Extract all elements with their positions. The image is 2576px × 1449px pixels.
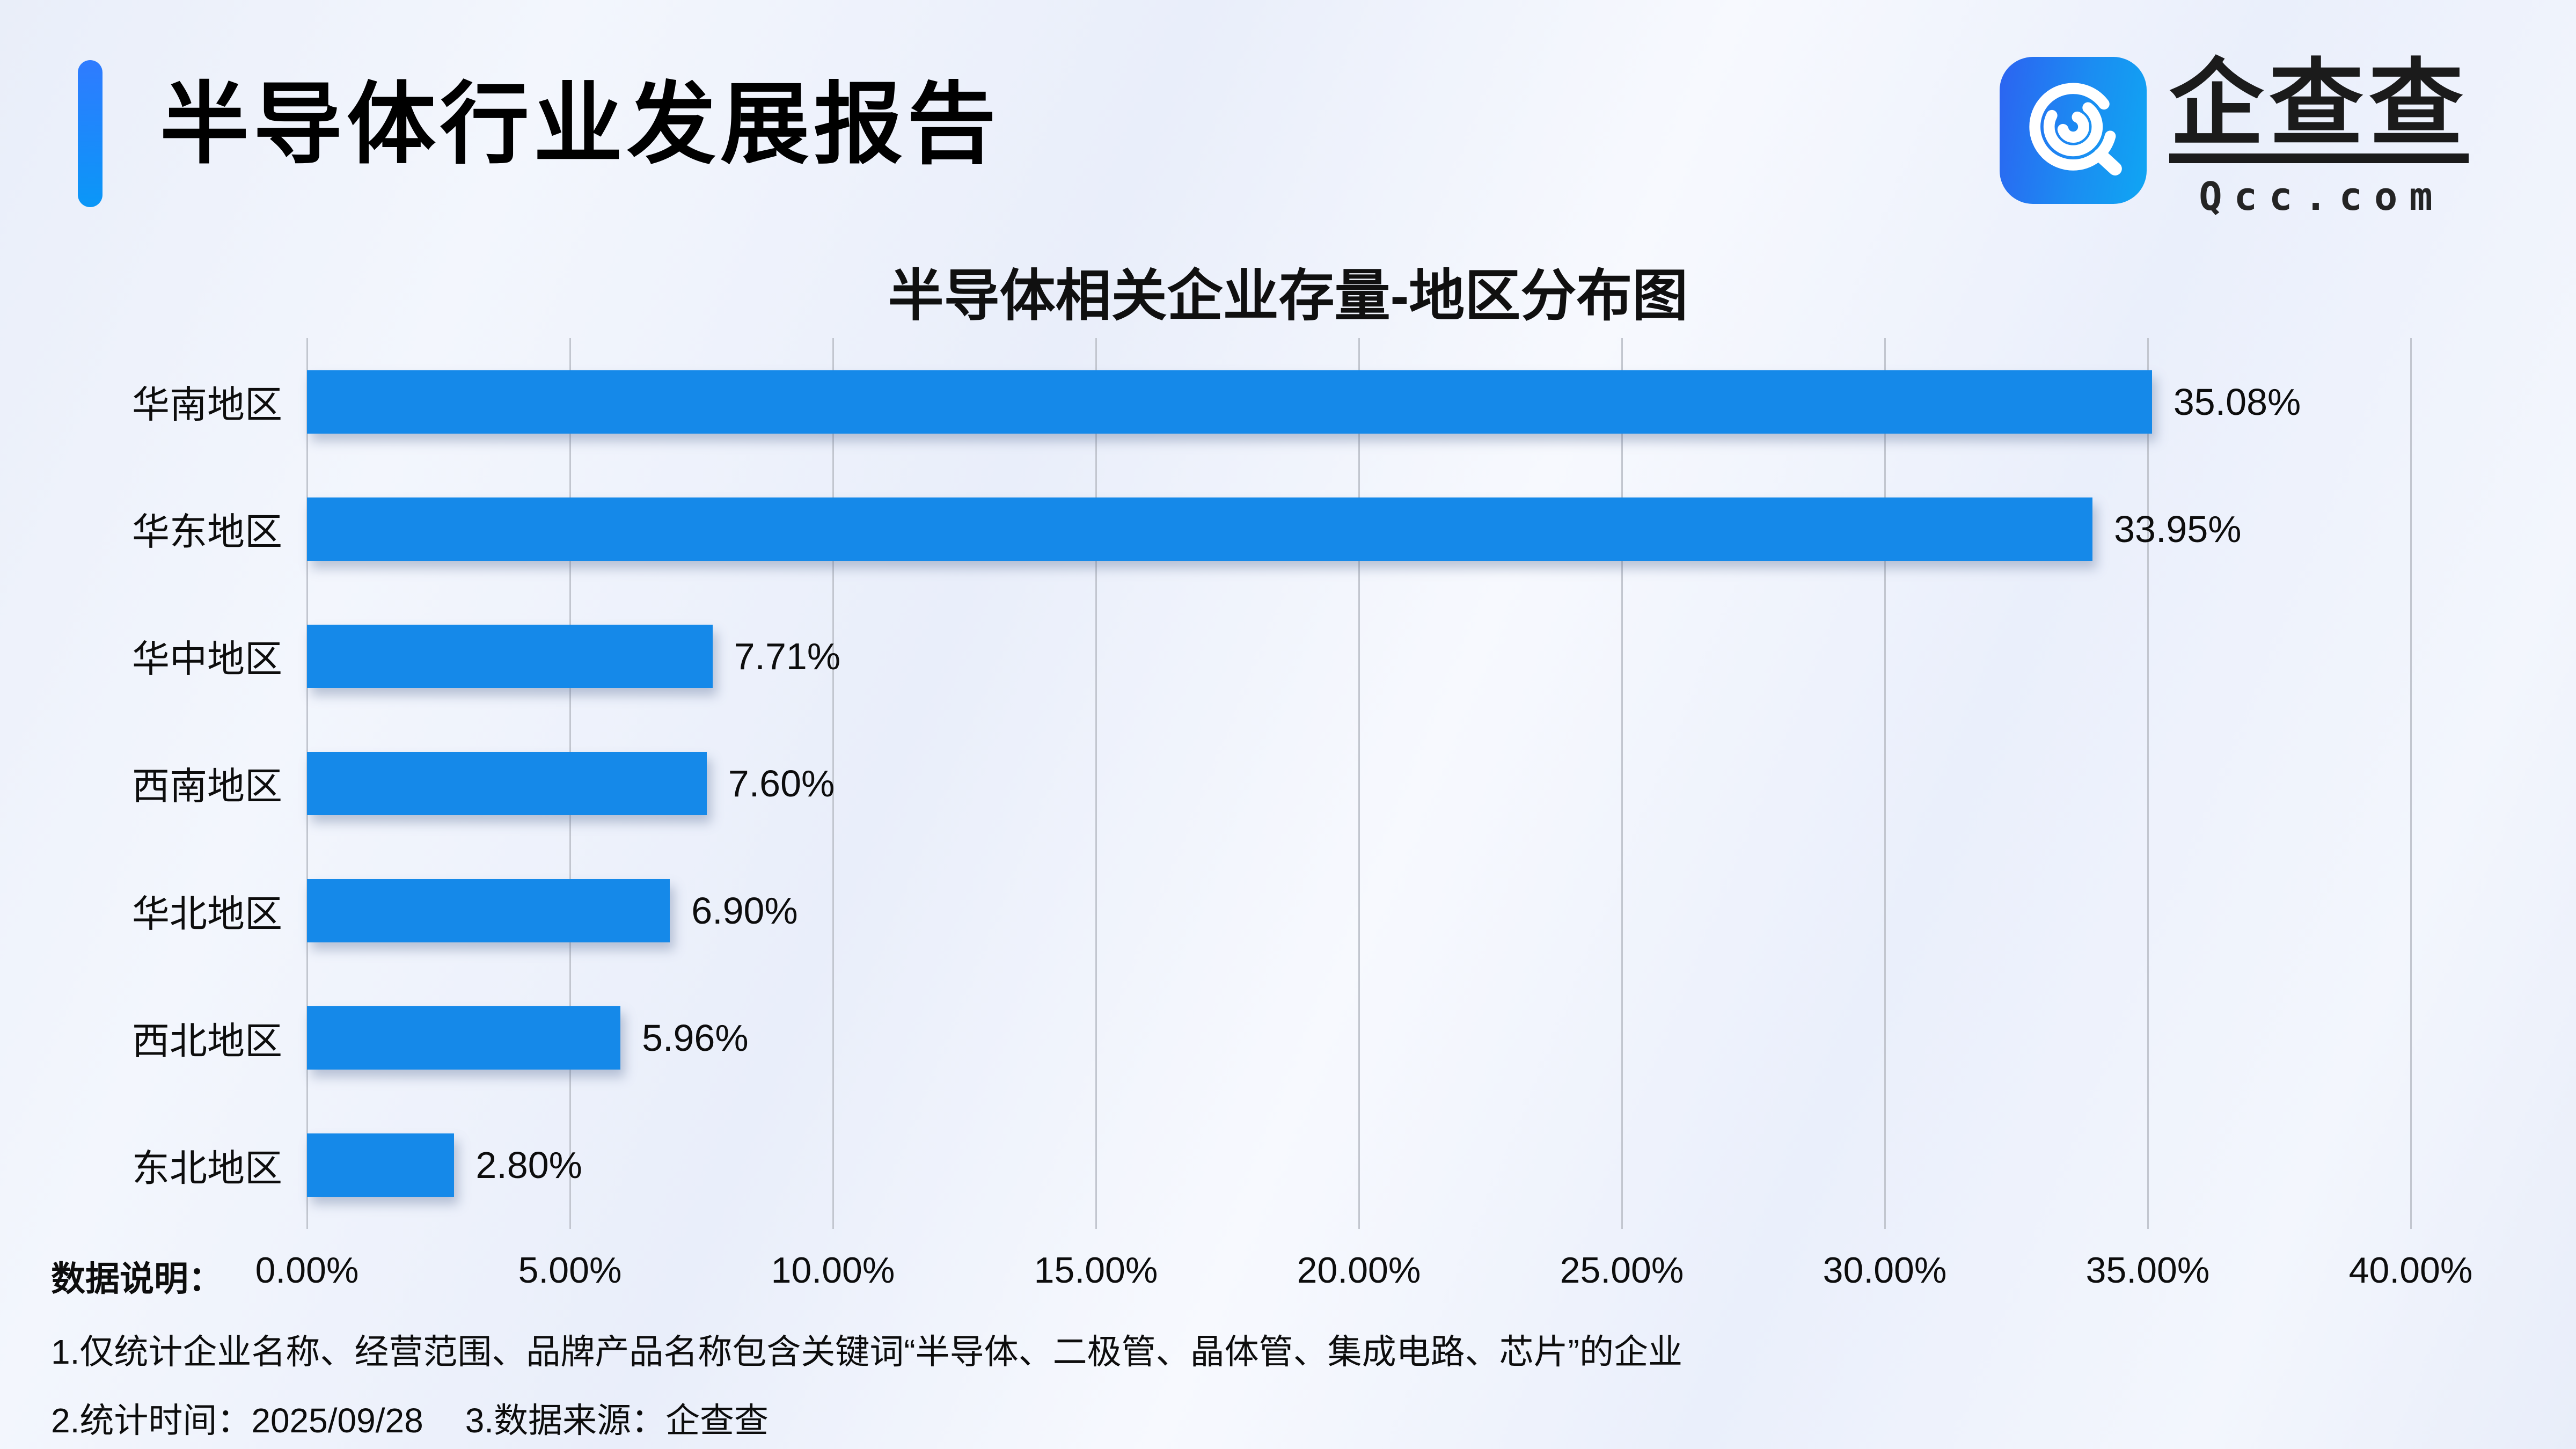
bar [307,370,2152,434]
report-title: 半导体行业发展报告 [160,75,1000,174]
gridline [1358,338,1360,1229]
x-axis: 0.00% 5.00% 10.00% 15.00% 20.00% 25.00% 30.00%… [255,1249,2473,1298]
x-axis-tick: 30.00% [1823,1250,1947,1291]
category-label: 西南地区 [132,765,282,808]
x-axis-tick: 25.00% [1560,1250,1684,1291]
x-axis-tick: 35.00% [2085,1250,2210,1291]
value-label: 7.71% [734,635,841,677]
bar [307,1133,455,1197]
bar [307,879,670,943]
qcc-logo-icon [2000,57,2147,204]
value-label: 33.95% [2114,508,2242,550]
x-axis-tick: 5.00% [518,1250,622,1291]
gridline [2410,338,2412,1229]
value-label: 6.90% [691,890,798,932]
bar-row: 华南地区 35.08% [132,338,2411,465]
qcc-brand-name: 企查查 [2169,57,2469,163]
x-axis-tick: 0.00% [255,1250,359,1291]
x-axis-tick: 20.00% [1297,1250,1421,1291]
category-label: 西北地区 [132,1020,282,1062]
bar-row: 华中地区 7.71% [132,592,2411,720]
footer-note-row: 2.统计时间：2025/09/28 3.数据来源：企查查 [51,1393,769,1443]
value-label: 7.60% [728,762,835,804]
footer-note-3: 3.数据来源：企查查 [465,1401,769,1440]
footer-label: 数据说明： [51,1260,223,1298]
x-axis-tick: 15.00% [1034,1250,1158,1291]
bar-row: 华北地区 6.90% [132,847,2411,975]
bar-row: 东北地区 2.80% [132,1102,2411,1229]
category-label: 华中地区 [132,638,282,680]
bar [307,497,2093,561]
footer-note-1: 1.仅统计企业名称、经营范围、品牌产品名称包含关键词“半导体、二极管、晶体管、集… [51,1333,1682,1371]
bar-row: 西北地区 5.96% [132,975,2411,1102]
category-label: 华东地区 [132,511,282,553]
qcc-domain: Qcc.com [2199,174,2445,219]
qcc-logo-text: 企查查 Qcc.com [2169,57,2469,219]
value-label: 35.08% [2173,380,2301,423]
x-axis-tick: 10.00% [771,1250,895,1291]
gridline [832,338,834,1229]
value-label: 5.96% [642,1017,749,1059]
gridline [2147,338,2149,1229]
gridline [1621,338,1623,1229]
bar-row: 西南地区 7.60% [132,720,2411,847]
category-label: 华北地区 [132,892,282,935]
title-accent-bar [78,60,103,207]
bar [307,624,713,688]
category-label: 华南地区 [132,384,282,426]
gridline [1884,338,1886,1229]
qcc-logo: 企查查 Qcc.com [2000,57,2469,219]
bar [307,1006,621,1070]
footer-note-2: 2.统计时间：2025/09/28 [51,1401,423,1440]
gridline [1095,338,1097,1229]
chart-title: 半导体相关企业存量-地区分布图 [888,265,1688,327]
category-label: 东北地区 [132,1147,282,1189]
magnifier-q-icon [2029,83,2122,175]
bar [307,751,707,815]
bar-chart-plot: 华南地区 35.08% 华东地区 33.95% 华中地区 7.71% 西南地区 7.60% 华北… [132,338,2412,1229]
bar-row: 华东地区 33.95% [132,465,2411,592]
bar-rows: 华南地区 35.08% 华东地区 33.95% 华中地区 7.71% 西南地区 7.60% 华北… [132,338,2411,1229]
x-axis-tick: 40.00% [2348,1250,2473,1291]
value-label: 2.80% [475,1144,582,1187]
